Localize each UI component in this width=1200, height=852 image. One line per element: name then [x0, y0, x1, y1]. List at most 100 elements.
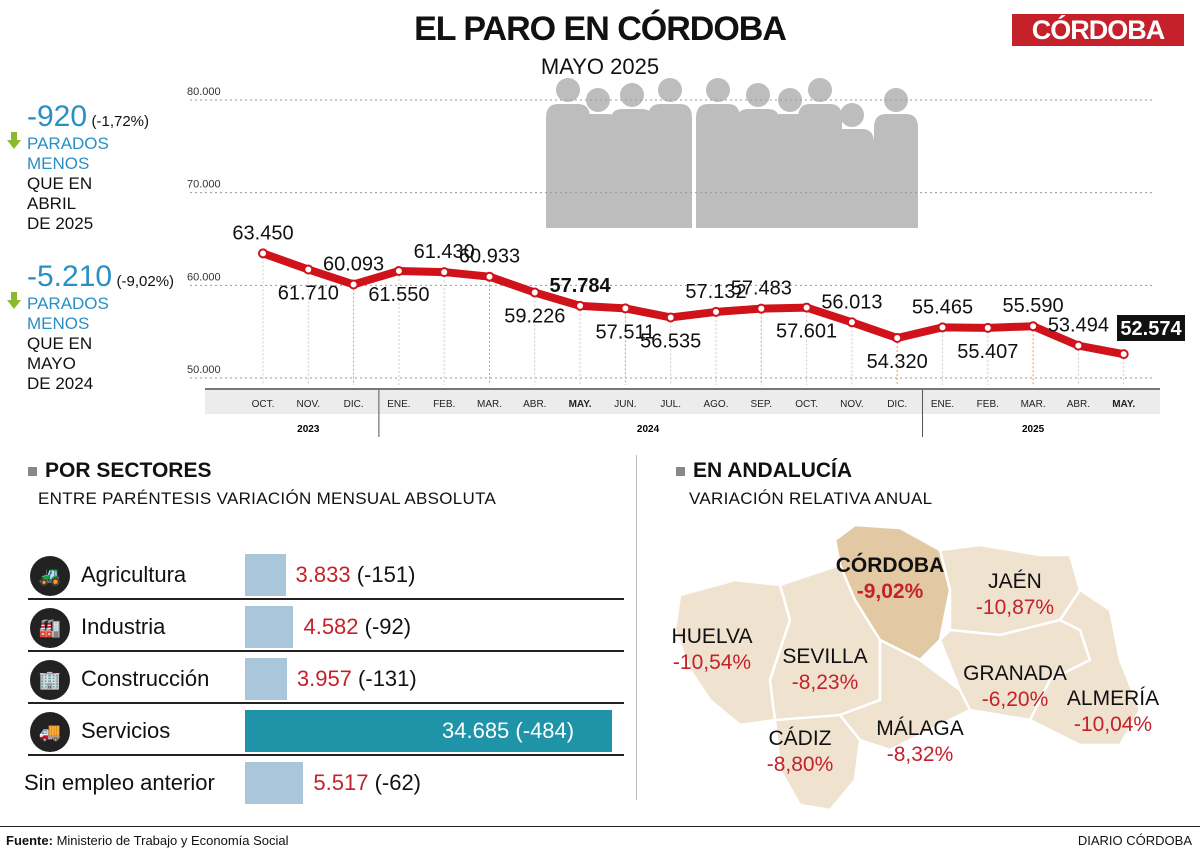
sector-bar [245, 554, 286, 596]
x-tick-label: DIC. [887, 399, 907, 410]
x-tick-label: ENE. [387, 399, 410, 410]
person-head-icon [620, 83, 644, 107]
data-point [439, 267, 450, 278]
data-point [892, 332, 903, 343]
kpi-yearly: -5.210 (-9,02%) PARADOS MENOS QUE EN MAY… [7, 260, 175, 394]
data-point [575, 300, 586, 311]
buildings-icon: 🏢 [30, 660, 70, 700]
y-tick-label: 60.000 [187, 271, 221, 283]
sector-row: 🚜 Agricultura 3.833 (-151) [28, 548, 624, 600]
divider [636, 455, 637, 800]
data-point [1073, 340, 1084, 351]
x-tick-label: ABR. [1067, 399, 1090, 410]
province-value: -8,32% [887, 743, 954, 766]
sector-value: 3.833 (-151) [296, 562, 416, 588]
data-label: 54.320 [867, 351, 928, 373]
data-point [801, 302, 812, 313]
data-label: 52.574 [1120, 318, 1182, 340]
kpi-value: -920 [27, 100, 88, 133]
data-label: 57.601 [776, 321, 837, 343]
data-point [982, 322, 993, 333]
year-label: 2023 [297, 424, 320, 435]
andalucia-title: EN ANDALUCÍA [676, 459, 852, 483]
person-head-icon [706, 78, 730, 102]
province-value: -8,80% [767, 753, 834, 776]
person-body-icon [648, 104, 692, 228]
source-label: Fuente: [6, 833, 53, 848]
x-tick-label: JUL. [660, 399, 681, 410]
province-value: -10,54% [673, 651, 751, 674]
sector-bar [245, 658, 287, 700]
sector-label: Industria [81, 614, 166, 639]
andalucia-subtitle: VARIACIÓN RELATIVA ANUAL [689, 489, 933, 508]
sector-value: 34.685 (-484) [442, 718, 574, 744]
data-label: 56.535 [640, 330, 701, 352]
kpi-text: QUE EN [27, 174, 93, 193]
sector-change: (-92) [364, 614, 412, 639]
data-label: 61.710 [278, 282, 339, 304]
sector-label: Servicios [81, 718, 171, 743]
sector-row: 🏭 Industria 4.582 (-92) [28, 600, 624, 652]
data-point [620, 303, 631, 314]
person-head-icon [658, 78, 682, 102]
sector-label: Agricultura [81, 562, 187, 587]
source-text: Ministerio de Trabajo y Economía Social [56, 833, 289, 848]
sectors-title: POR SECTORES [28, 459, 211, 483]
province-value: -6,20% [982, 688, 1049, 711]
person-head-icon [840, 103, 864, 127]
x-tick-label: NOV. [840, 399, 864, 410]
data-point [484, 271, 495, 282]
person-body-icon [874, 114, 918, 228]
person-head-icon [556, 78, 580, 102]
x-tick-label: MAY. [569, 399, 592, 410]
x-axis-band [205, 390, 1160, 414]
x-tick-label: MAR. [1021, 399, 1046, 410]
province-value: -10,04% [1074, 713, 1152, 736]
kpi-text: PARADOS [27, 294, 109, 313]
person-head-icon [746, 83, 770, 107]
kpi-text: DE 2025 [27, 214, 94, 233]
x-tick-label: OCT. [795, 399, 818, 410]
x-tick-label: FEB. [433, 399, 455, 410]
year-label: 2024 [637, 424, 660, 435]
data-label: 55.465 [912, 296, 973, 318]
province-almeria[interactable] [1028, 588, 1142, 747]
data-label: 60.933 [459, 246, 520, 268]
y-tick-label: 50.000 [187, 364, 221, 376]
person-body-icon [696, 104, 740, 228]
province-name: GRANADA [963, 662, 1067, 685]
van-icon: 🚚 [30, 712, 70, 752]
sector-bar [245, 606, 294, 648]
logo: CÓRDOBA [1012, 14, 1184, 46]
data-point [711, 306, 721, 317]
province-value: -8,23% [792, 671, 859, 694]
kpi-text: DE 2024 [27, 374, 94, 393]
sector-row: Sin empleo anterior 5.517 (-62) [24, 756, 624, 808]
sector-count: 3.833 [295, 562, 351, 587]
person-head-icon [808, 78, 832, 102]
data-point [348, 279, 359, 290]
sector-bar [245, 762, 304, 804]
x-tick-label: MAY. [1112, 399, 1135, 410]
sector-change: (-131) [358, 666, 417, 691]
data-point [258, 248, 268, 259]
line-chart: 50.000 60.000 70.000 80.000 OCT. NOV. DIC. ENE.… [187, 78, 1185, 437]
kpi-text: QUE EN [27, 334, 93, 353]
year-label: 2025 [1022, 424, 1045, 435]
footer-divider [0, 826, 1200, 827]
kpi-percent: (-9,02%) [116, 273, 175, 290]
data-point [1118, 349, 1129, 360]
tractor-icon: 🚜 [30, 556, 70, 596]
kpi-text: MENOS [27, 154, 90, 173]
province-name: MÁLAGA [876, 717, 964, 740]
data-label: 55.407 [957, 341, 1018, 363]
sector-change: (-62) [374, 770, 422, 795]
data-point [937, 322, 948, 333]
x-tick-label: MAR. [477, 399, 502, 410]
data-point [756, 303, 767, 314]
sector-count: 5.517 [313, 770, 369, 795]
data-label: 57.483 [731, 278, 792, 300]
sector-label: Construcción [81, 666, 210, 691]
arrow-down-icon [7, 292, 21, 309]
sector-row: 🏢 Construcción 3.957 (-131) [28, 652, 624, 704]
